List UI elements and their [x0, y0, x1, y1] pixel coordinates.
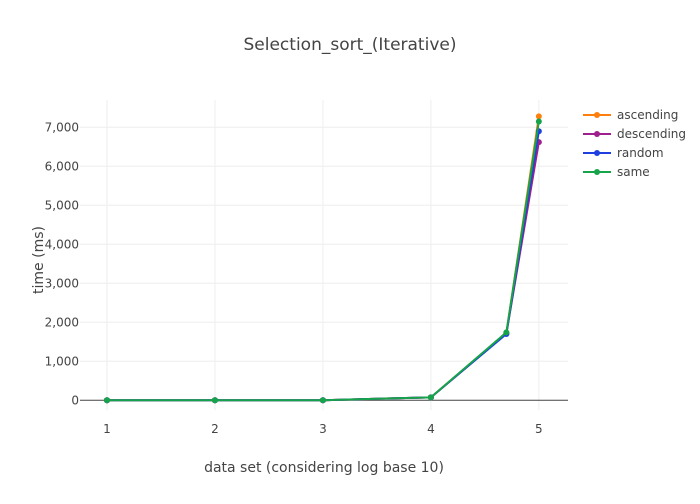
legend-label-ascending[interactable]: ascending: [617, 108, 678, 122]
legend-label-same[interactable]: same: [617, 165, 650, 179]
x-axis-label: data set (considering log base 10): [204, 460, 444, 476]
chart-title: Selection_sort_(Iterative): [244, 35, 457, 55]
y-tick-label: 6,000: [45, 159, 79, 173]
legend-marker-same[interactable]: [594, 169, 600, 175]
series-line-same: [106, 121, 540, 402]
grid-layer: [80, 100, 568, 410]
y-tick-label: 4,000: [45, 237, 79, 251]
y-tick-label: 5,000: [45, 198, 79, 212]
legend[interactable]: ascending descending random same: [583, 108, 686, 179]
x-tick-label: 4: [427, 422, 435, 436]
x-tick-label: 1: [103, 422, 111, 436]
y-tick-label: 7,000: [45, 120, 79, 134]
data-point-same: [103, 397, 110, 404]
data-point-same: [211, 397, 218, 404]
y-tick-label: 2,000: [45, 315, 79, 329]
x-tick-label: 5: [535, 422, 543, 436]
legend-marker-descending[interactable]: [594, 131, 600, 137]
data-point-same: [319, 397, 326, 404]
data-point-same: [427, 394, 434, 401]
legend-marker-ascending[interactable]: [594, 112, 600, 118]
x-tick-label: 2: [211, 422, 219, 436]
legend-marker-random[interactable]: [594, 150, 600, 156]
x-tick-label: 3: [319, 422, 327, 436]
data-point-same: [503, 329, 510, 336]
data-point-ascending: [535, 113, 542, 120]
legend-label-random[interactable]: random: [617, 146, 664, 160]
data-point-same: [535, 118, 542, 125]
y-tick-label: 1,000: [45, 354, 79, 368]
y-axis-label: time (ms): [31, 226, 47, 294]
legend-label-descending[interactable]: descending: [617, 127, 686, 141]
y-tick-label: 3,000: [45, 276, 79, 290]
series-layer: [103, 113, 542, 404]
y-tick-label: 0: [71, 393, 79, 407]
